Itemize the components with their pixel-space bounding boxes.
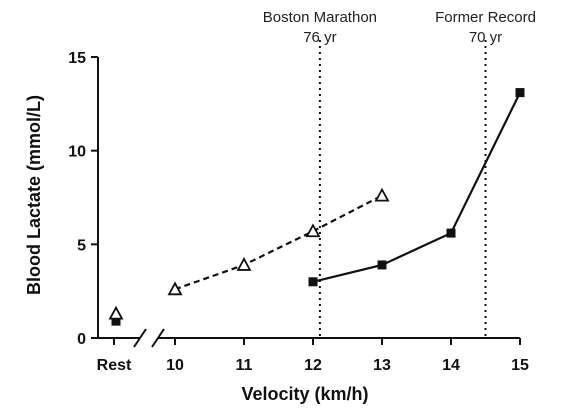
y-axis-title: Blood Lactate (mmol/L) <box>24 95 44 295</box>
series-line <box>174 194 383 291</box>
x-tick-label: 13 <box>373 357 391 374</box>
annotation-sublabel: 70 yr <box>469 29 502 46</box>
square-marker <box>111 316 121 326</box>
triangle-marker <box>305 223 321 238</box>
x-tick-label: 15 <box>511 357 529 374</box>
y-tick-label: 0 <box>77 331 86 348</box>
square-marker <box>515 88 525 98</box>
triangle-marker <box>374 187 390 202</box>
series-line <box>312 92 521 283</box>
triangle-marker <box>108 305 124 320</box>
triangle-marker <box>236 257 252 271</box>
square-marker <box>446 228 456 238</box>
triangle-marker <box>167 281 183 296</box>
x-tick-label: 11 <box>236 357 253 374</box>
y-tick-label: 15 <box>68 50 86 67</box>
annotation-label: Boston Marathon <box>263 9 377 26</box>
x-axis-title: Velocity (km/h) <box>241 384 368 404</box>
x-tick-label: 10 <box>166 357 184 374</box>
annotation-lines: Boston Marathon 76 yr Former Record 70 yr <box>263 9 536 338</box>
square-marker <box>377 260 387 270</box>
y-tick-label: 5 <box>77 237 86 254</box>
x-tick-label: 12 <box>304 357 322 374</box>
annotation-label: Former Record <box>435 9 536 26</box>
y-tick-label: 10 <box>68 144 86 161</box>
axis-break-mark <box>133 328 147 348</box>
x-tick-label: 14 <box>442 357 460 374</box>
axis-break-mark <box>151 328 165 348</box>
square-marker <box>308 277 318 287</box>
axes: 0 5 10 15 Rest 10 11 12 13 14 15 <box>68 50 529 374</box>
data-series <box>108 88 525 326</box>
x-tick-label-rest: Rest <box>97 357 132 374</box>
annotation-sublabel: 76 yr <box>303 29 336 46</box>
